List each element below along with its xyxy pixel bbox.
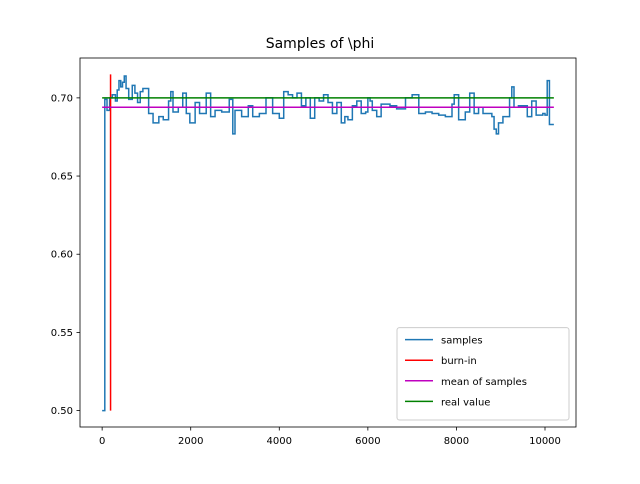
legend-label: burn-in [441, 356, 477, 367]
legend-label: samples [441, 336, 483, 347]
x-tick-label: 6000 [355, 436, 380, 447]
y-tick-label: 0.50 [51, 406, 73, 417]
x-tick-label: 0 [99, 436, 105, 447]
series-layer [102, 74, 554, 412]
x-tick-label: 4000 [267, 436, 292, 447]
axes-frame [79, 57, 577, 428]
x-tick-label: 8000 [444, 436, 469, 447]
y-tick-label: 0.65 [51, 172, 73, 183]
y-tick-label: 0.60 [51, 250, 73, 261]
chart-title: Samples of \phi [266, 36, 375, 52]
legend-box [396, 327, 570, 421]
legend-label: real value [441, 397, 490, 408]
legend: samples burn-in mean of samples real value [396, 327, 570, 421]
series-line-samples [102, 75, 554, 412]
y-tick-label: 0.55 [51, 328, 73, 339]
x-tick-label: 2000 [178, 436, 203, 447]
legend-label: mean of samples [441, 377, 527, 388]
y-tick-label: 0.70 [51, 93, 73, 104]
x-tick-label: 10000 [529, 436, 561, 447]
axes-layer: 0 2000 4000 6000 8000 10000 0.50 0.55 0.60 0.65 0.… [51, 57, 577, 447]
